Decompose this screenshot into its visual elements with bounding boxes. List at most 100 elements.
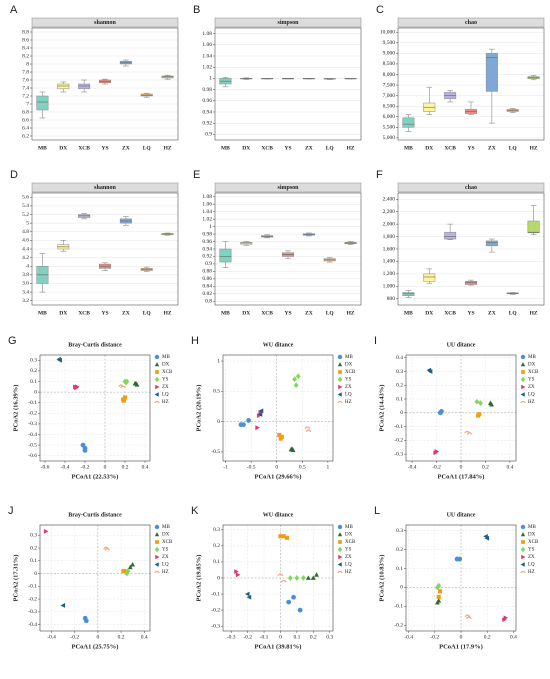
y-tick-label: 7	[26, 101, 29, 107]
x-tick-label: LQ	[143, 145, 152, 151]
x-tick-label: -0.4	[61, 464, 70, 470]
y-tick-label: -0.4	[28, 432, 37, 438]
y-tick-label: 1.08	[202, 31, 212, 37]
box	[423, 273, 436, 282]
title-strip	[214, 17, 362, 28]
title-strip	[31, 17, 179, 28]
plot-frame	[214, 27, 362, 141]
legend-label: ZX	[162, 385, 169, 390]
y-tick-label: 0.1	[30, 558, 37, 564]
x-tick-label: -0.3	[227, 634, 236, 640]
panel-title: simpson	[277, 20, 299, 26]
point	[304, 426, 311, 430]
y-tick-label: 0	[217, 575, 220, 581]
legend-label: XCB	[528, 540, 539, 545]
panel-title: UU ditance	[447, 512, 476, 518]
box	[485, 240, 498, 247]
point	[502, 617, 507, 623]
y-tick-label: 0	[400, 410, 403, 416]
legend-label: LQ	[345, 393, 352, 398]
y-tick-label: 8.4	[22, 45, 29, 51]
x-tick-label: HZ	[164, 310, 172, 316]
legend-marker	[520, 400, 526, 404]
point	[246, 594, 252, 600]
x-tick-label: DX	[59, 310, 67, 316]
legend-marker	[155, 370, 159, 374]
y-tick-label: 8	[26, 61, 29, 67]
legend-label: MB	[162, 355, 170, 360]
y-tick-label: 0.2	[213, 543, 220, 549]
point	[292, 376, 298, 383]
y-tick-label: 0.2	[30, 545, 37, 551]
panel-letter: B	[193, 4, 200, 16]
x-tick-label: 0.2	[118, 634, 125, 640]
x-tick-label: 1	[327, 464, 330, 470]
plot-frame	[31, 27, 179, 141]
x-tick-label: ZX	[488, 310, 496, 316]
point	[478, 400, 483, 407]
panel-title: Bray-Curtis distance	[68, 512, 122, 518]
box	[78, 83, 91, 90]
x-tick-label: ZX	[122, 145, 130, 151]
x-tick-label: ZX	[305, 310, 313, 316]
y-tick-label: 2,400	[383, 196, 396, 202]
legend-label: DX	[528, 363, 536, 368]
point	[314, 572, 319, 577]
legend-marker	[520, 546, 526, 553]
x-tick-label: YS	[467, 145, 474, 151]
y-tick-label: 6.2	[22, 133, 29, 139]
panel-letter: F	[376, 169, 383, 181]
point	[287, 575, 293, 581]
legend-label: LQ	[528, 563, 535, 568]
y-tick-label: 10,000	[380, 29, 395, 35]
x-tick-label: 0.3	[326, 634, 333, 640]
title-strip	[214, 182, 362, 193]
x-tick-label: MB	[38, 310, 47, 316]
point	[301, 575, 306, 581]
x-tick-label: -0.4	[404, 634, 413, 640]
x-tick-label: DX	[59, 145, 67, 151]
legend-label: XCB	[345, 370, 356, 375]
x-tick-label: XCB	[444, 310, 456, 316]
legend-label: ZX	[345, 555, 352, 560]
point	[465, 616, 472, 620]
point	[288, 446, 294, 452]
point	[438, 589, 443, 594]
box	[36, 95, 49, 111]
legend-marker	[154, 524, 160, 530]
point	[474, 398, 480, 405]
legend-marker	[337, 354, 343, 360]
y-tick-label: 5,500	[383, 125, 396, 131]
point	[310, 575, 316, 580]
legend-label: LQ	[528, 393, 535, 398]
x-tick-label: XCB	[261, 145, 273, 151]
panel-letter: H	[191, 335, 199, 347]
x-tick-label: DX	[242, 145, 250, 151]
y-tick-label: 0	[34, 571, 37, 577]
y-tick-label: 8,500	[383, 61, 396, 67]
y-tick-label: 0.4	[396, 355, 403, 361]
plot-frame	[39, 524, 151, 632]
plot-frame	[397, 27, 545, 141]
y-tick-label: 1	[217, 358, 220, 364]
y-tick-label: 9,000	[383, 51, 396, 57]
legend-label: MB	[162, 525, 170, 530]
legend-marker	[521, 370, 525, 374]
x-tick-label: YS	[101, 310, 108, 316]
legend-marker	[155, 554, 160, 560]
legend-marker	[154, 532, 160, 537]
panel-title: WU ditance	[263, 342, 294, 348]
x-tick-label: 0	[279, 634, 282, 640]
x-tick-label: 0	[460, 634, 463, 640]
x-tick-label: ZX	[305, 145, 313, 151]
y-tick-label: 0.1	[396, 566, 403, 572]
y-axis-title: PCoA2 (20.19%)	[195, 385, 202, 432]
legend-label: DX	[345, 363, 353, 368]
x-tick-label: 0	[275, 464, 278, 470]
point	[489, 401, 494, 407]
point	[281, 534, 286, 539]
y-tick-label: 1.04	[202, 209, 212, 215]
y-tick-label: 1	[209, 76, 212, 82]
point	[464, 614, 471, 618]
point	[56, 356, 61, 362]
